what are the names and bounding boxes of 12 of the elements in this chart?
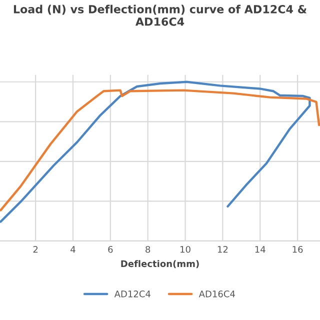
- x-tick-label: 2: [33, 246, 38, 253]
- legend-label: AD16C4: [198, 290, 235, 298]
- x-tick-label: 12: [218, 246, 228, 253]
- x-tick-label: 16: [292, 246, 303, 253]
- x-tick-label: 4: [70, 246, 76, 253]
- x-axis-title: Deflection(mm): [121, 260, 199, 268]
- x-tick-label: 8: [146, 246, 150, 253]
- legend-label: AD12C4: [114, 290, 150, 298]
- x-tick-label: 14: [255, 246, 266, 253]
- x-tick-label: 10: [180, 246, 190, 253]
- x-tick-label: 6: [108, 246, 113, 253]
- chart-title: Load (N) vs Deflection(mm) curve of AD12C4 & AD16C4: [14, 4, 307, 26]
